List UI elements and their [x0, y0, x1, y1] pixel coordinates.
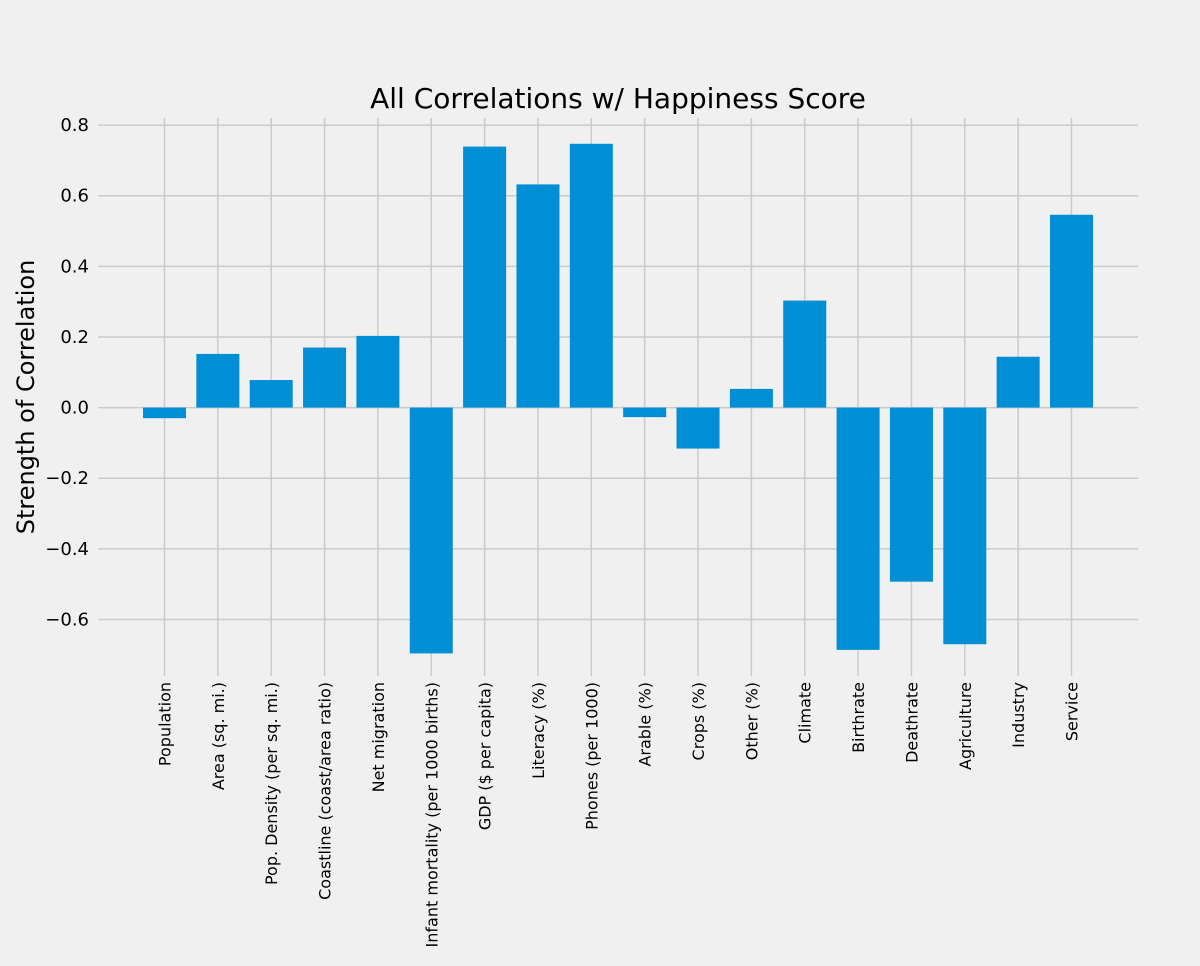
bar [729, 388, 773, 408]
bar [463, 146, 507, 408]
bar [569, 143, 613, 408]
y-axis-title: Strength of Correlation [12, 260, 40, 535]
x-tick-labels: Population Area (sq. mi.) Pop. Density (pe… [156, 682, 1082, 947]
x-tick-label: Coastline (coast/area ratio) [316, 682, 335, 900]
chart-title: All Correlations w/ Happiness Score [370, 82, 866, 115]
bar [783, 300, 827, 408]
x-tick-label: Net migration [369, 682, 388, 792]
x-tick-label: Pop. Density (per sq. mi.) [262, 682, 281, 885]
y-tick-label: 0.0 [60, 398, 89, 419]
x-tick-label: GDP ($ per capita) [476, 682, 495, 830]
bar [676, 407, 720, 449]
bar [943, 407, 987, 645]
bar [996, 356, 1040, 408]
bar [356, 335, 400, 408]
y-tick-label: 0.4 [60, 256, 89, 277]
y-tick-label: 0.8 [60, 115, 89, 136]
y-tick-label: −0.4 [45, 539, 89, 560]
bar [409, 407, 453, 654]
bar [196, 353, 240, 408]
x-tick-label: Crops (%) [689, 682, 708, 760]
x-tick-label: Other (%) [742, 682, 761, 760]
x-tick-label: Population [156, 682, 175, 766]
y-tick-label: 0.6 [60, 186, 89, 207]
y-tick-label: −0.6 [45, 609, 89, 630]
x-tick-label: Birthrate [849, 682, 868, 753]
bar [303, 347, 347, 408]
bar [143, 407, 186, 419]
x-tick-label: Arable (%) [636, 682, 655, 767]
bar [889, 407, 933, 582]
y-tick-labels: 0.8 0.6 0.4 0.2 0.0 −0.2 −0.4 −0.6 [45, 115, 89, 630]
x-tick-label: Infant mortality (per 1000 births) [422, 682, 441, 947]
bar-layer [143, 143, 1093, 654]
bar [516, 184, 560, 408]
x-tick-label: Area (sq. mi.) [209, 682, 228, 790]
y-tick-label: −0.2 [45, 468, 89, 489]
bar [623, 407, 667, 418]
x-tick-label: Service [1063, 682, 1082, 741]
x-tick-label: Industry [1009, 682, 1028, 748]
x-tick-label: Climate [796, 682, 815, 744]
bar [836, 407, 880, 650]
x-tick-label: Phones (per 1000) [582, 682, 601, 830]
bar [249, 380, 293, 408]
bar [1050, 214, 1093, 408]
x-tick-label: Agriculture [956, 682, 975, 770]
y-tick-label: 0.2 [60, 327, 89, 348]
x-tick-label: Literacy (%) [529, 682, 548, 779]
x-tick-label: Deathrate [902, 682, 921, 763]
